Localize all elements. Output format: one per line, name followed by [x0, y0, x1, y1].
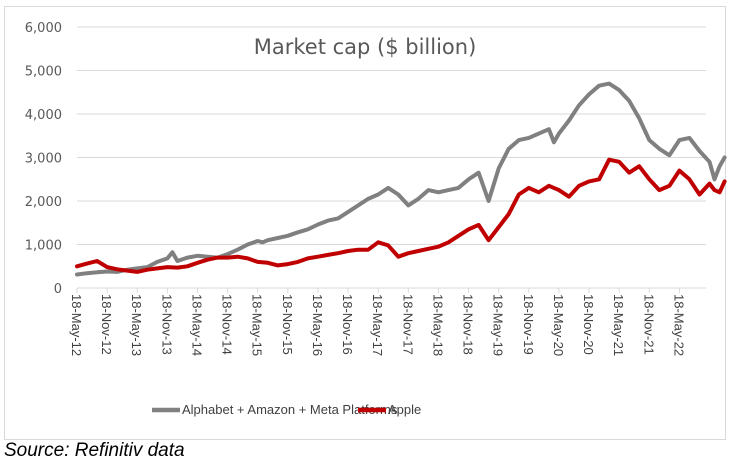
y-tick-label: 5,000 — [25, 65, 62, 80]
source-note: Source: Refinitiv data — [4, 440, 185, 461]
x-tick-label: 18-May-22 — [671, 294, 686, 356]
x-tick-label: 18-May-12 — [69, 294, 84, 356]
x-tick-label: 18-May-16 — [310, 294, 325, 356]
x-tick-label: 18-Nov-21 — [641, 294, 656, 355]
x-tick-label: 18-May-19 — [491, 294, 506, 356]
x-tick-label: 18-Nov-12 — [99, 294, 114, 355]
series-lines — [75, 81, 727, 277]
x-tick-label: 18-May-15 — [250, 294, 265, 356]
x-tick-label: 18-Nov-19 — [521, 294, 536, 355]
x-axis: 18-May-12 18-Nov-12 18-May-13 18-Nov-13 18-M… — [69, 287, 706, 356]
market-cap-line-chart: Market cap ($ billion) 0 1,000 2,000 3,000 4… — [25, 21, 727, 417]
x-tick-label: 18-Nov-18 — [461, 294, 476, 355]
legend-label-alphabet-amazon-meta: Alphabet + Amazon + Meta Platforms — [182, 402, 398, 417]
y-tick-label: 1,000 — [25, 239, 62, 254]
x-tick-label: 18-May-18 — [430, 294, 445, 356]
y-tick-label: 4,000 — [25, 108, 62, 123]
y-tick-label: 0 — [54, 282, 62, 297]
legend: Alphabet + Amazon + Meta Platforms Apple — [152, 402, 421, 417]
y-tick-label: 6,000 — [25, 21, 62, 36]
y-tick-label: 2,000 — [25, 195, 62, 210]
series-line-alphabet-amazon-meta-platforms — [75, 81, 727, 277]
x-tick-label: 18-Nov-13 — [159, 294, 174, 355]
x-tick-label: 18-Nov-17 — [400, 294, 415, 355]
x-tick-label: 18-May-13 — [129, 294, 144, 356]
x-tick-label: 18-May-20 — [551, 294, 566, 356]
x-tick-label: 18-Nov-16 — [340, 294, 355, 355]
y-tick-label: 3,000 — [25, 152, 62, 167]
x-tick-label: 18-Nov-20 — [581, 294, 596, 355]
x-tick-label: 18-May-17 — [370, 294, 385, 356]
x-tick-label: 18-Nov-15 — [280, 294, 295, 355]
y-axis-tick-labels: 0 1,000 2,000 3,000 4,000 5,000 6,000 — [25, 21, 62, 297]
x-tick-label: 18-Nov-14 — [220, 294, 235, 355]
x-tick-label: 18-May-21 — [611, 294, 626, 356]
chart-frame — [4, 6, 726, 440]
chart-title: Market cap ($ billion) — [254, 35, 477, 59]
legend-label-apple: Apple — [388, 402, 421, 417]
gridlines — [77, 26, 706, 245]
x-tick-label: 18-May-14 — [189, 294, 204, 356]
